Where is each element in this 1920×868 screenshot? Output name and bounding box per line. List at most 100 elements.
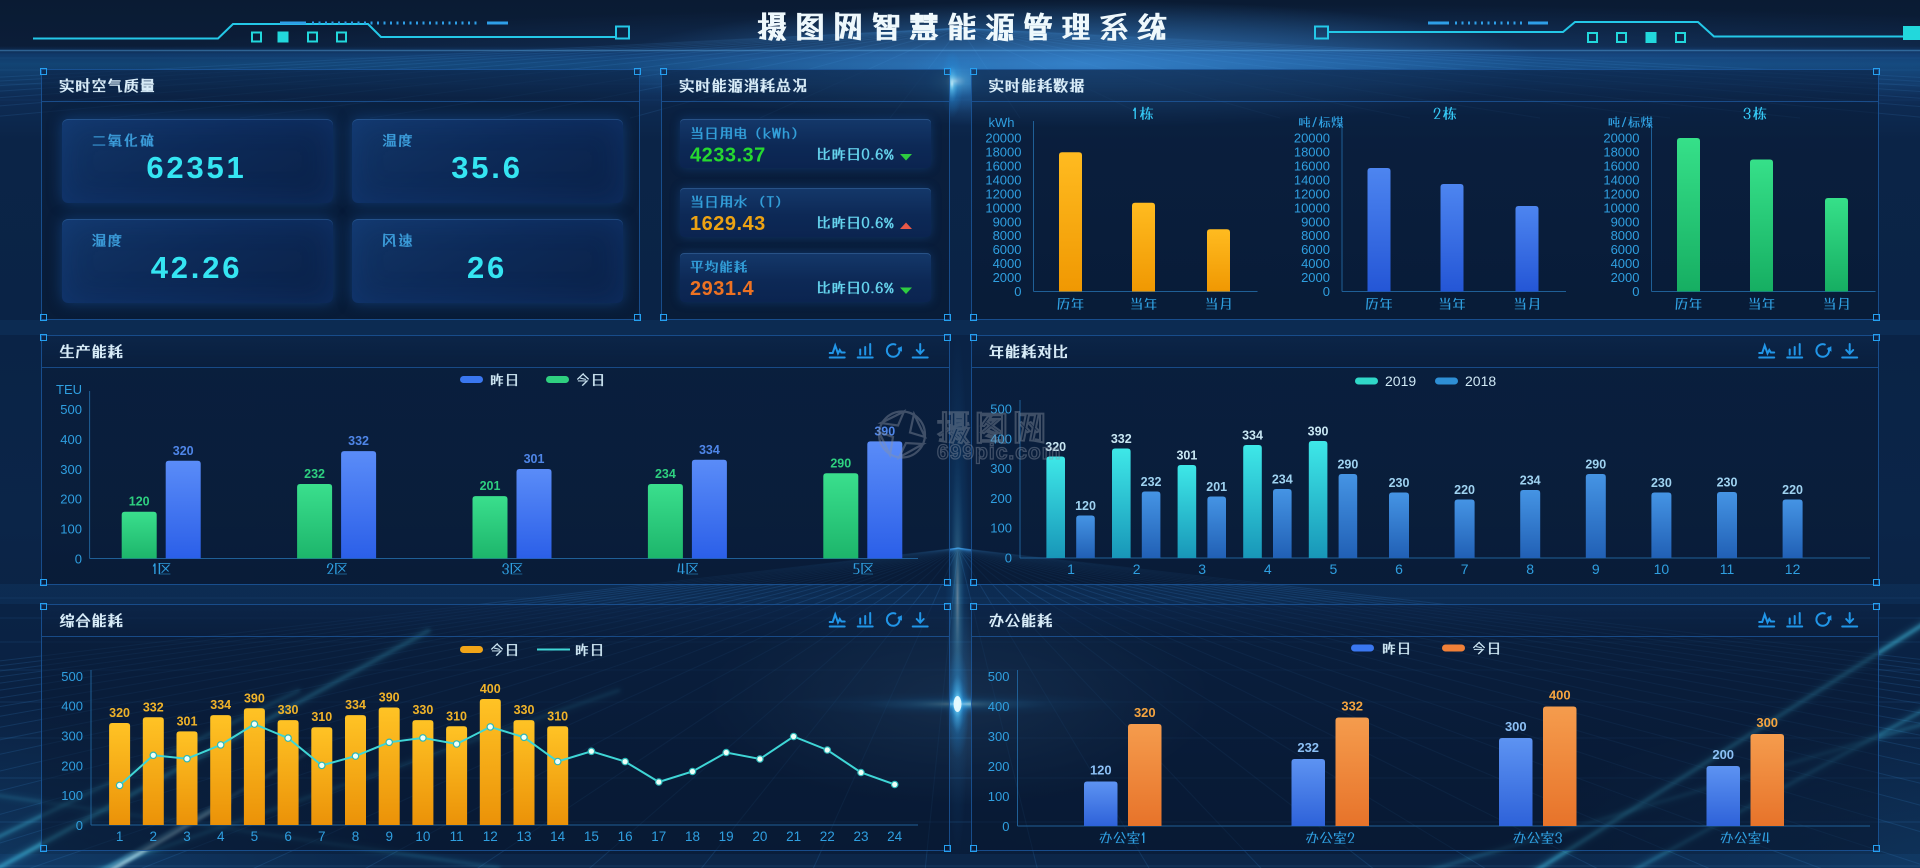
svg-text:35.6: 35.6 <box>451 150 523 185</box>
svg-text:2000: 2000 <box>1611 270 1640 285</box>
svg-text:334: 334 <box>345 698 366 712</box>
svg-text:18000: 18000 <box>1294 145 1330 160</box>
svg-text:15: 15 <box>584 829 599 844</box>
svg-text:390: 390 <box>1308 425 1329 439</box>
svg-text:120: 120 <box>1075 499 1096 513</box>
svg-text:4233.37: 4233.37 <box>690 145 766 167</box>
svg-text:23: 23 <box>853 829 868 844</box>
svg-text:220: 220 <box>1782 483 1803 497</box>
svg-text:120: 120 <box>1090 763 1112 778</box>
svg-text:2000: 2000 <box>993 270 1022 285</box>
svg-text:20000: 20000 <box>1294 131 1330 146</box>
svg-text:5: 5 <box>251 829 259 844</box>
svg-text:9: 9 <box>385 829 393 844</box>
svg-text:332: 332 <box>1341 699 1363 714</box>
svg-text:8000: 8000 <box>993 228 1022 243</box>
svg-text:0: 0 <box>1002 819 1009 834</box>
svg-text:234: 234 <box>655 467 676 481</box>
svg-text:332: 332 <box>348 434 369 448</box>
svg-text:6000: 6000 <box>1611 242 1640 257</box>
svg-text:TEU: TEU <box>56 382 82 397</box>
svg-text:2019: 2019 <box>1385 373 1416 389</box>
svg-text:200: 200 <box>988 759 1010 774</box>
svg-text:0: 0 <box>1632 284 1639 299</box>
svg-text:699pic.com: 699pic.com <box>937 441 1061 464</box>
svg-text:11: 11 <box>450 829 464 844</box>
svg-text:10: 10 <box>415 829 430 844</box>
svg-text:0: 0 <box>76 818 83 833</box>
svg-text:16000: 16000 <box>1294 159 1330 174</box>
svg-text:500: 500 <box>988 669 1010 684</box>
svg-text:2: 2 <box>1133 561 1141 577</box>
svg-text:390: 390 <box>874 424 895 438</box>
svg-text:0: 0 <box>1323 284 1330 299</box>
svg-text:18000: 18000 <box>1603 145 1639 160</box>
svg-text:290: 290 <box>830 456 851 470</box>
svg-text:16000: 16000 <box>985 159 1021 174</box>
svg-text:201: 201 <box>480 479 501 493</box>
svg-text:16000: 16000 <box>1603 159 1639 174</box>
svg-text:320: 320 <box>1134 705 1156 720</box>
svg-text:310: 310 <box>547 709 568 723</box>
svg-text:310: 310 <box>446 709 467 723</box>
svg-text:301: 301 <box>1176 449 1197 463</box>
svg-text:4000: 4000 <box>1301 256 1330 271</box>
svg-text:200: 200 <box>1712 747 1734 762</box>
svg-text:13: 13 <box>516 829 531 844</box>
svg-text:2000: 2000 <box>1301 270 1330 285</box>
svg-text:334: 334 <box>1242 429 1263 443</box>
svg-text:400: 400 <box>1549 688 1571 703</box>
svg-text:100: 100 <box>990 521 1012 536</box>
svg-text:400: 400 <box>60 432 82 447</box>
svg-text:232: 232 <box>1141 475 1162 489</box>
svg-text:0: 0 <box>1005 551 1012 566</box>
svg-text:20000: 20000 <box>985 131 1021 146</box>
svg-text:19: 19 <box>719 829 734 844</box>
svg-text:390: 390 <box>244 691 265 705</box>
svg-text:12000: 12000 <box>1603 186 1639 201</box>
svg-text:300: 300 <box>60 462 82 477</box>
svg-text:16: 16 <box>618 829 633 844</box>
svg-text:332: 332 <box>1111 432 1132 446</box>
svg-text:330: 330 <box>278 703 299 717</box>
svg-text:234: 234 <box>1272 473 1293 487</box>
svg-text:400: 400 <box>988 699 1010 714</box>
svg-text:500: 500 <box>61 669 83 684</box>
svg-text:100: 100 <box>61 788 83 803</box>
svg-text:14: 14 <box>550 829 566 844</box>
svg-text:300: 300 <box>990 461 1012 476</box>
svg-text:8000: 8000 <box>1611 228 1640 243</box>
svg-text:300: 300 <box>1756 715 1778 730</box>
svg-text:332: 332 <box>143 700 164 714</box>
svg-text:20000: 20000 <box>1603 131 1639 146</box>
svg-text:9000: 9000 <box>1301 214 1330 229</box>
svg-text:6000: 6000 <box>993 242 1022 257</box>
svg-text:14000: 14000 <box>1294 173 1330 188</box>
svg-text:2018: 2018 <box>1465 373 1496 389</box>
svg-text:230: 230 <box>1651 476 1672 490</box>
svg-text:9000: 9000 <box>1611 214 1640 229</box>
svg-text:0: 0 <box>1014 284 1021 299</box>
svg-text:500: 500 <box>990 402 1012 417</box>
svg-text:18000: 18000 <box>985 145 1021 160</box>
svg-text:kWh: kWh <box>989 115 1015 130</box>
svg-text:2: 2 <box>150 829 158 844</box>
svg-text:400: 400 <box>990 431 1012 446</box>
svg-text:12: 12 <box>1785 561 1801 577</box>
svg-text:300: 300 <box>988 729 1010 744</box>
svg-text:3: 3 <box>183 829 191 844</box>
svg-text:62351: 62351 <box>146 150 246 185</box>
svg-text:12000: 12000 <box>1294 186 1330 201</box>
svg-text:500: 500 <box>60 402 82 417</box>
svg-text:1629.43: 1629.43 <box>690 213 766 235</box>
svg-text:334: 334 <box>699 443 720 457</box>
svg-text:334: 334 <box>210 698 231 712</box>
svg-text:3: 3 <box>1198 561 1206 577</box>
svg-text:300: 300 <box>61 729 83 744</box>
svg-text:6: 6 <box>284 829 292 844</box>
svg-text:330: 330 <box>412 703 433 717</box>
svg-text:17: 17 <box>651 829 666 844</box>
svg-text:4000: 4000 <box>993 256 1022 271</box>
svg-text:24: 24 <box>887 829 903 844</box>
svg-text:22: 22 <box>820 829 835 844</box>
